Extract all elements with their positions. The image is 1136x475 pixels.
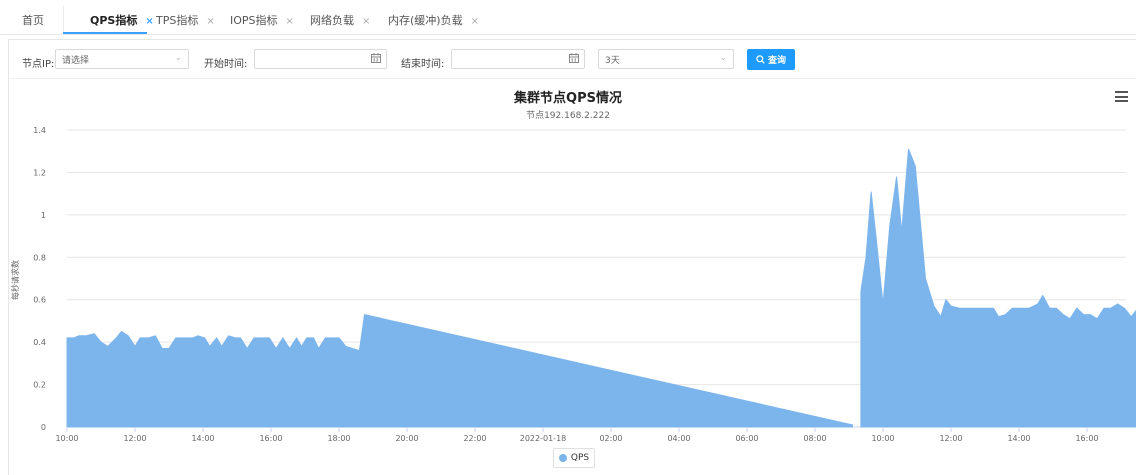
tab-label: TPS指标 xyxy=(156,14,199,27)
close-icon[interactable]: × xyxy=(470,16,479,27)
y-tick-label: 0.2 xyxy=(33,381,46,390)
node-ip-select[interactable]: 请选择 ⌄ xyxy=(55,49,189,69)
y-tick-label: 1 xyxy=(41,211,46,220)
x-tick-label: 18:00 xyxy=(327,434,350,443)
tab-label: QPS指标 xyxy=(90,14,138,27)
close-icon[interactable]: × xyxy=(362,16,371,27)
x-tick-label: 16:00 xyxy=(1075,434,1098,443)
x-tick-label: 2022-01-18 xyxy=(520,434,567,443)
y-tick-label: 1.4 xyxy=(33,126,46,135)
node-ip-select-value: 请选择 xyxy=(62,56,90,66)
start-time-label: 开始时间: xyxy=(204,59,248,70)
range-select-value: 3天 xyxy=(605,56,620,66)
calendar-icon xyxy=(371,53,381,63)
x-tick-label: 14:00 xyxy=(1007,434,1030,443)
x-tick-label: 10:00 xyxy=(871,434,894,443)
chevron-down-icon: ⌄ xyxy=(174,53,182,63)
tab-label: 首页 xyxy=(22,14,44,27)
calendar-icon xyxy=(569,53,579,63)
x-tick-label: 08:00 xyxy=(803,434,826,443)
legend-marker xyxy=(558,454,567,462)
close-icon[interactable]: × xyxy=(285,16,294,27)
active-tab-indicator xyxy=(63,32,147,34)
tab-label: 内存(缓冲)负载 xyxy=(388,14,463,27)
y-tick-label: 1.2 xyxy=(33,168,46,177)
search-icon xyxy=(756,55,765,64)
qps-area-segment xyxy=(66,313,853,428)
query-button-label: 查询 xyxy=(767,56,786,66)
chart-title: 集群节点QPS情况 xyxy=(514,91,622,106)
x-tick-label: 20:00 xyxy=(395,434,418,443)
content-panel: 节点IP: 请选择 ⌄ 开始时间: 结束时间: xyxy=(8,39,1136,475)
query-button[interactable]: 查询 xyxy=(747,49,795,70)
x-tick-label: 02:00 xyxy=(599,434,622,443)
chevron-down-icon: ⌄ xyxy=(719,53,727,63)
y-axis-label: 每秒请求数 xyxy=(10,260,20,300)
end-time-label: 结束时间: xyxy=(401,59,445,70)
node-ip-label: 节点IP: xyxy=(22,59,55,70)
tab-bar: 首页 QPS指标 × TPS指标 × IOPS指标 × 网络负载 × 内存(缓冲)负载 × xyxy=(0,6,1136,35)
qps-area-segment xyxy=(860,148,1136,428)
x-tick-label: 22:00 xyxy=(463,434,486,443)
menu-icon[interactable] xyxy=(1115,91,1128,102)
tab-label: 网络负载 xyxy=(310,14,354,27)
tab-label: IOPS指标 xyxy=(230,14,278,27)
tab-qps[interactable]: QPS指标 × xyxy=(90,12,154,28)
close-icon[interactable]: × xyxy=(206,16,215,27)
y-tick-label: 0.8 xyxy=(33,253,46,262)
tab-network[interactable]: 网络负载 × xyxy=(310,12,370,28)
close-icon[interactable]: × xyxy=(145,16,154,27)
chart-subtitle: 节点192.168.2.222 xyxy=(526,111,610,121)
tab-divider xyxy=(63,6,64,33)
x-tick-label: 06:00 xyxy=(735,434,758,443)
start-time-input[interactable] xyxy=(254,49,387,69)
legend-item-qps[interactable]: QPS xyxy=(553,448,595,468)
x-tick-label: 10:00 xyxy=(55,434,78,443)
legend-label: QPS xyxy=(570,453,590,463)
range-select[interactable]: 3天 ⌄ xyxy=(598,49,734,69)
y-tick-label: 0.6 xyxy=(33,296,46,305)
y-tick-label: 0.4 xyxy=(33,338,46,347)
x-tick-label: 16:00 xyxy=(259,434,282,443)
filter-bar: 节点IP: 请选择 ⌄ 开始时间: 结束时间: xyxy=(9,40,1136,79)
tab-memory[interactable]: 内存(缓冲)负载 × xyxy=(388,12,479,28)
y-tick-label: 0 xyxy=(41,423,46,432)
x-tick-label: 12:00 xyxy=(123,434,146,443)
x-tick-label: 04:00 xyxy=(667,434,690,443)
x-tick-label: 12:00 xyxy=(939,434,962,443)
end-time-input[interactable] xyxy=(451,49,585,69)
tab-home[interactable]: 首页 xyxy=(22,12,44,28)
tab-tps[interactable]: TPS指标 × xyxy=(156,12,215,28)
tab-iops[interactable]: IOPS指标 × xyxy=(230,12,294,28)
x-tick-label: 14:00 xyxy=(191,434,214,443)
